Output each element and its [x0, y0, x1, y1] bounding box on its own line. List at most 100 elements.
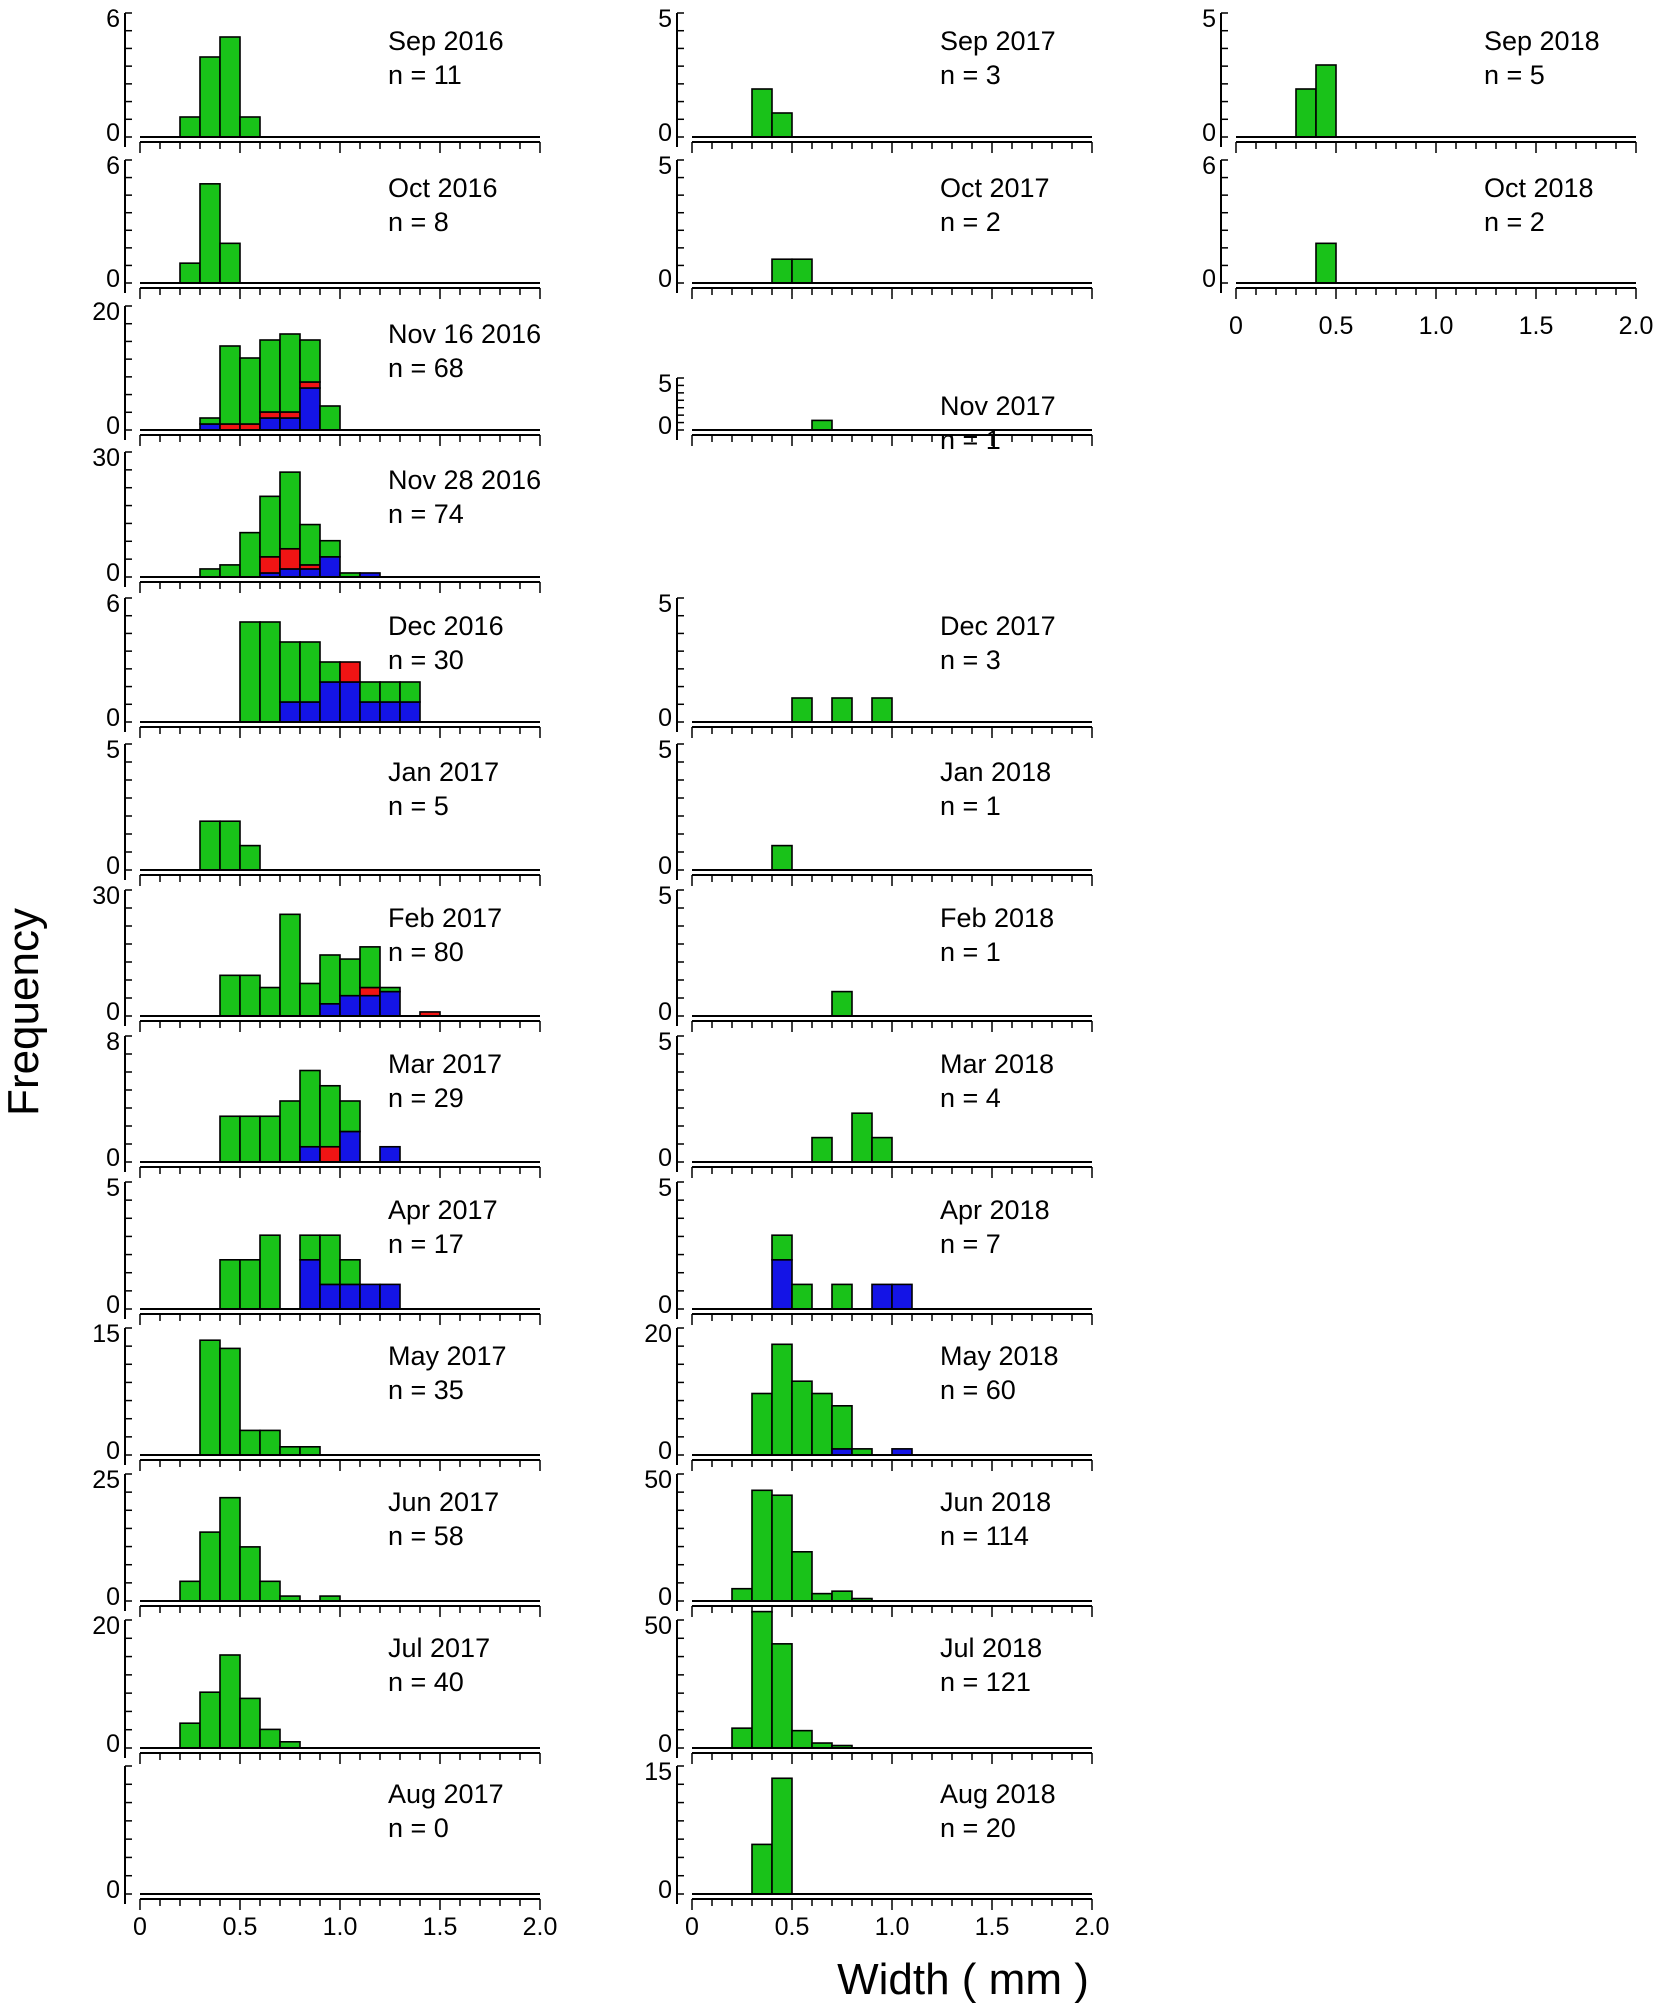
- panel-title-sep2017: Sep 2017: [940, 26, 1056, 56]
- y-tick-label-zero-apr2018: 0: [658, 1291, 672, 1319]
- y-tick-label-max-jul2017: 20: [92, 1612, 120, 1640]
- y-tick-label-zero-mar2017: 0: [106, 1144, 120, 1172]
- y-tick-label-max-may2017: 15: [92, 1320, 120, 1348]
- panel-n-may2018: n = 60: [940, 1375, 1016, 1405]
- bar-jun2018-green-3: [791, 1551, 813, 1602]
- panel-nov16_2016: 20 0 Nov 16 2016 n = 68: [92, 298, 541, 446]
- bar-apr2017-green-1: [239, 1259, 261, 1310]
- panel-oct2016: 6 0 Oct 2016 n = 8: [106, 152, 541, 299]
- y-tick-label-max-may2018: 20: [644, 1320, 672, 1348]
- y-tick-label-max-jun2018: 50: [644, 1466, 672, 1494]
- bar-nov28_2016-green-4: [279, 471, 301, 550]
- panel-title-jun2018: Jun 2018: [940, 1487, 1051, 1517]
- bar-sep2018-green-1: [1315, 64, 1337, 138]
- panel-n-jan2017: n = 5: [388, 791, 449, 821]
- panel-n-mar2018: n = 4: [940, 1083, 1001, 1113]
- bar-nov28_2016-green-3: [259, 495, 281, 558]
- panel-n-may2017: n = 35: [388, 1375, 464, 1405]
- panel-n-aug2017: n = 0: [388, 1813, 449, 1843]
- bar-aug2018-green-1: [771, 1777, 793, 1895]
- panel-n-dec2016: n = 30: [388, 645, 464, 675]
- bar-dec2016-blue-7: [379, 701, 401, 723]
- x-tick-label-col0-2: 1.0: [323, 1913, 358, 1941]
- y-tick-label-zero-feb2017: 0: [106, 998, 120, 1026]
- bar-jan2017-green-2: [239, 844, 261, 871]
- bar-feb2017-green-6: [339, 958, 361, 997]
- y-tick-label-zero-may2018: 0: [658, 1437, 672, 1465]
- bar-jun2018-green-0: [731, 1587, 753, 1602]
- x-tick-label-col1-2: 1.0: [875, 1913, 910, 1941]
- bar-may2017-green-4: [279, 1446, 301, 1456]
- panel-n-nov28_2016: n = 74: [388, 499, 464, 529]
- panel-dec2016: 6 0 Dec 2016 n = 30: [106, 590, 541, 738]
- bar-dec2017-green-1: [831, 697, 853, 723]
- panel-title-mar2018: Mar 2018: [940, 1049, 1054, 1079]
- panel-jan2017: 5 0 Jan 2017 n = 5: [106, 736, 541, 886]
- y-tick-label-zero-dec2016: 0: [106, 704, 120, 732]
- y-tick-label-zero-dec2017: 0: [658, 704, 672, 732]
- bar-dec2016-green-0: [239, 621, 261, 723]
- y-tick-label-max-jan2018: 5: [658, 736, 672, 764]
- panel-n-jan2018: n = 1: [940, 791, 1001, 821]
- y-tick-label-max-nov2017: 5: [658, 370, 672, 398]
- bar-nov2017-green-0: [811, 419, 833, 431]
- bar-may2017-green-2: [239, 1429, 261, 1456]
- bar-may2018-green-4: [831, 1405, 853, 1450]
- bar-mar2017-green-3: [279, 1100, 301, 1163]
- y-tick-label-zero-oct2018: 0: [1202, 265, 1216, 293]
- bar-nov28_2016-green-0: [199, 568, 221, 578]
- panel-title-oct2017: Oct 2017: [940, 173, 1050, 203]
- y-tick-label-zero-sep2016: 0: [106, 119, 120, 147]
- bar-dec2016-blue-3: [299, 701, 321, 723]
- bar-nov28_2016-green-1: [219, 564, 241, 578]
- panel-title-aug2017: Aug 2017: [388, 1779, 504, 1809]
- bar-dec2016-green-3: [299, 641, 321, 703]
- bar-jan2017-green-1: [219, 820, 241, 871]
- x-tick-label-col2-1: 0.5: [1319, 312, 1354, 340]
- bar-jul2017-green-2: [219, 1654, 241, 1749]
- y-tick-label-max-apr2018: 5: [658, 1174, 672, 1202]
- y-tick-label-zero-aug2017: 0: [106, 1876, 120, 1904]
- panel-title-sep2018: Sep 2018: [1484, 26, 1600, 56]
- bar-aug2018-green-0: [751, 1843, 773, 1895]
- bar-may2017-green-3: [259, 1429, 281, 1456]
- panel-title-jan2017: Jan 2017: [388, 757, 499, 787]
- bar-apr2018-blue-4: [891, 1283, 913, 1310]
- bar-apr2017-green-5: [339, 1259, 361, 1286]
- y-tick-label-zero-oct2017: 0: [658, 265, 672, 293]
- panel-title-nov16_2016: Nov 16 2016: [388, 319, 541, 349]
- panel-n-apr2017: n = 17: [388, 1229, 464, 1259]
- y-tick-label-max-mar2017: 8: [106, 1028, 120, 1056]
- panel-title-jul2018: Jul 2018: [940, 1633, 1042, 1663]
- x-axis-title: Width ( mm ): [837, 1955, 1089, 2004]
- x-tick-label-col2-0: 0: [1229, 312, 1243, 340]
- bar-jun2018-green-1: [751, 1489, 773, 1602]
- bar-may2017-green-1: [219, 1347, 241, 1456]
- bar-jun2018-green-4: [811, 1592, 833, 1602]
- bar-nov28_2016-red-4: [279, 547, 301, 570]
- panel-title-jan2018: Jan 2018: [940, 757, 1051, 787]
- y-tick-label-max-sep2017: 5: [658, 5, 672, 33]
- bar-apr2017-green-0: [219, 1259, 241, 1310]
- panel-title-may2017: May 2017: [388, 1341, 507, 1371]
- bar-dec2016-blue-6: [359, 701, 381, 723]
- bar-jul2017-green-1: [199, 1691, 221, 1749]
- y-tick-label-zero-jan2018: 0: [658, 852, 672, 880]
- bar-may2018-green-3: [811, 1392, 833, 1456]
- bar-feb2017-green-1: [239, 974, 261, 1017]
- y-tick-label-zero-aug2018: 0: [658, 1876, 672, 1904]
- panel-jun2018: 50 0 Jun 2018 n = 114: [644, 1466, 1093, 1617]
- bar-nov16_2016-blue-5: [299, 387, 321, 431]
- bar-nov16_2016-red-4: [279, 411, 301, 419]
- panel-title-feb2017: Feb 2017: [388, 903, 502, 933]
- bar-dec2016-blue-8: [399, 701, 421, 723]
- panel-title-aug2018: Aug 2018: [940, 1779, 1056, 1809]
- y-tick-label-zero-jun2018: 0: [658, 1583, 672, 1611]
- panel-title-apr2018: Apr 2018: [940, 1195, 1050, 1225]
- y-tick-label-max-nov28_2016: 30: [92, 444, 120, 472]
- bar-dec2016-green-7: [379, 681, 401, 703]
- panel-oct2018: 6 0 Oct 2018 n = 2: [1202, 152, 1637, 299]
- bar-sep2016-green-1: [199, 56, 221, 138]
- y-tick-label-max-oct2016: 6: [106, 152, 120, 180]
- bar-nov28_2016-green-2: [239, 531, 261, 578]
